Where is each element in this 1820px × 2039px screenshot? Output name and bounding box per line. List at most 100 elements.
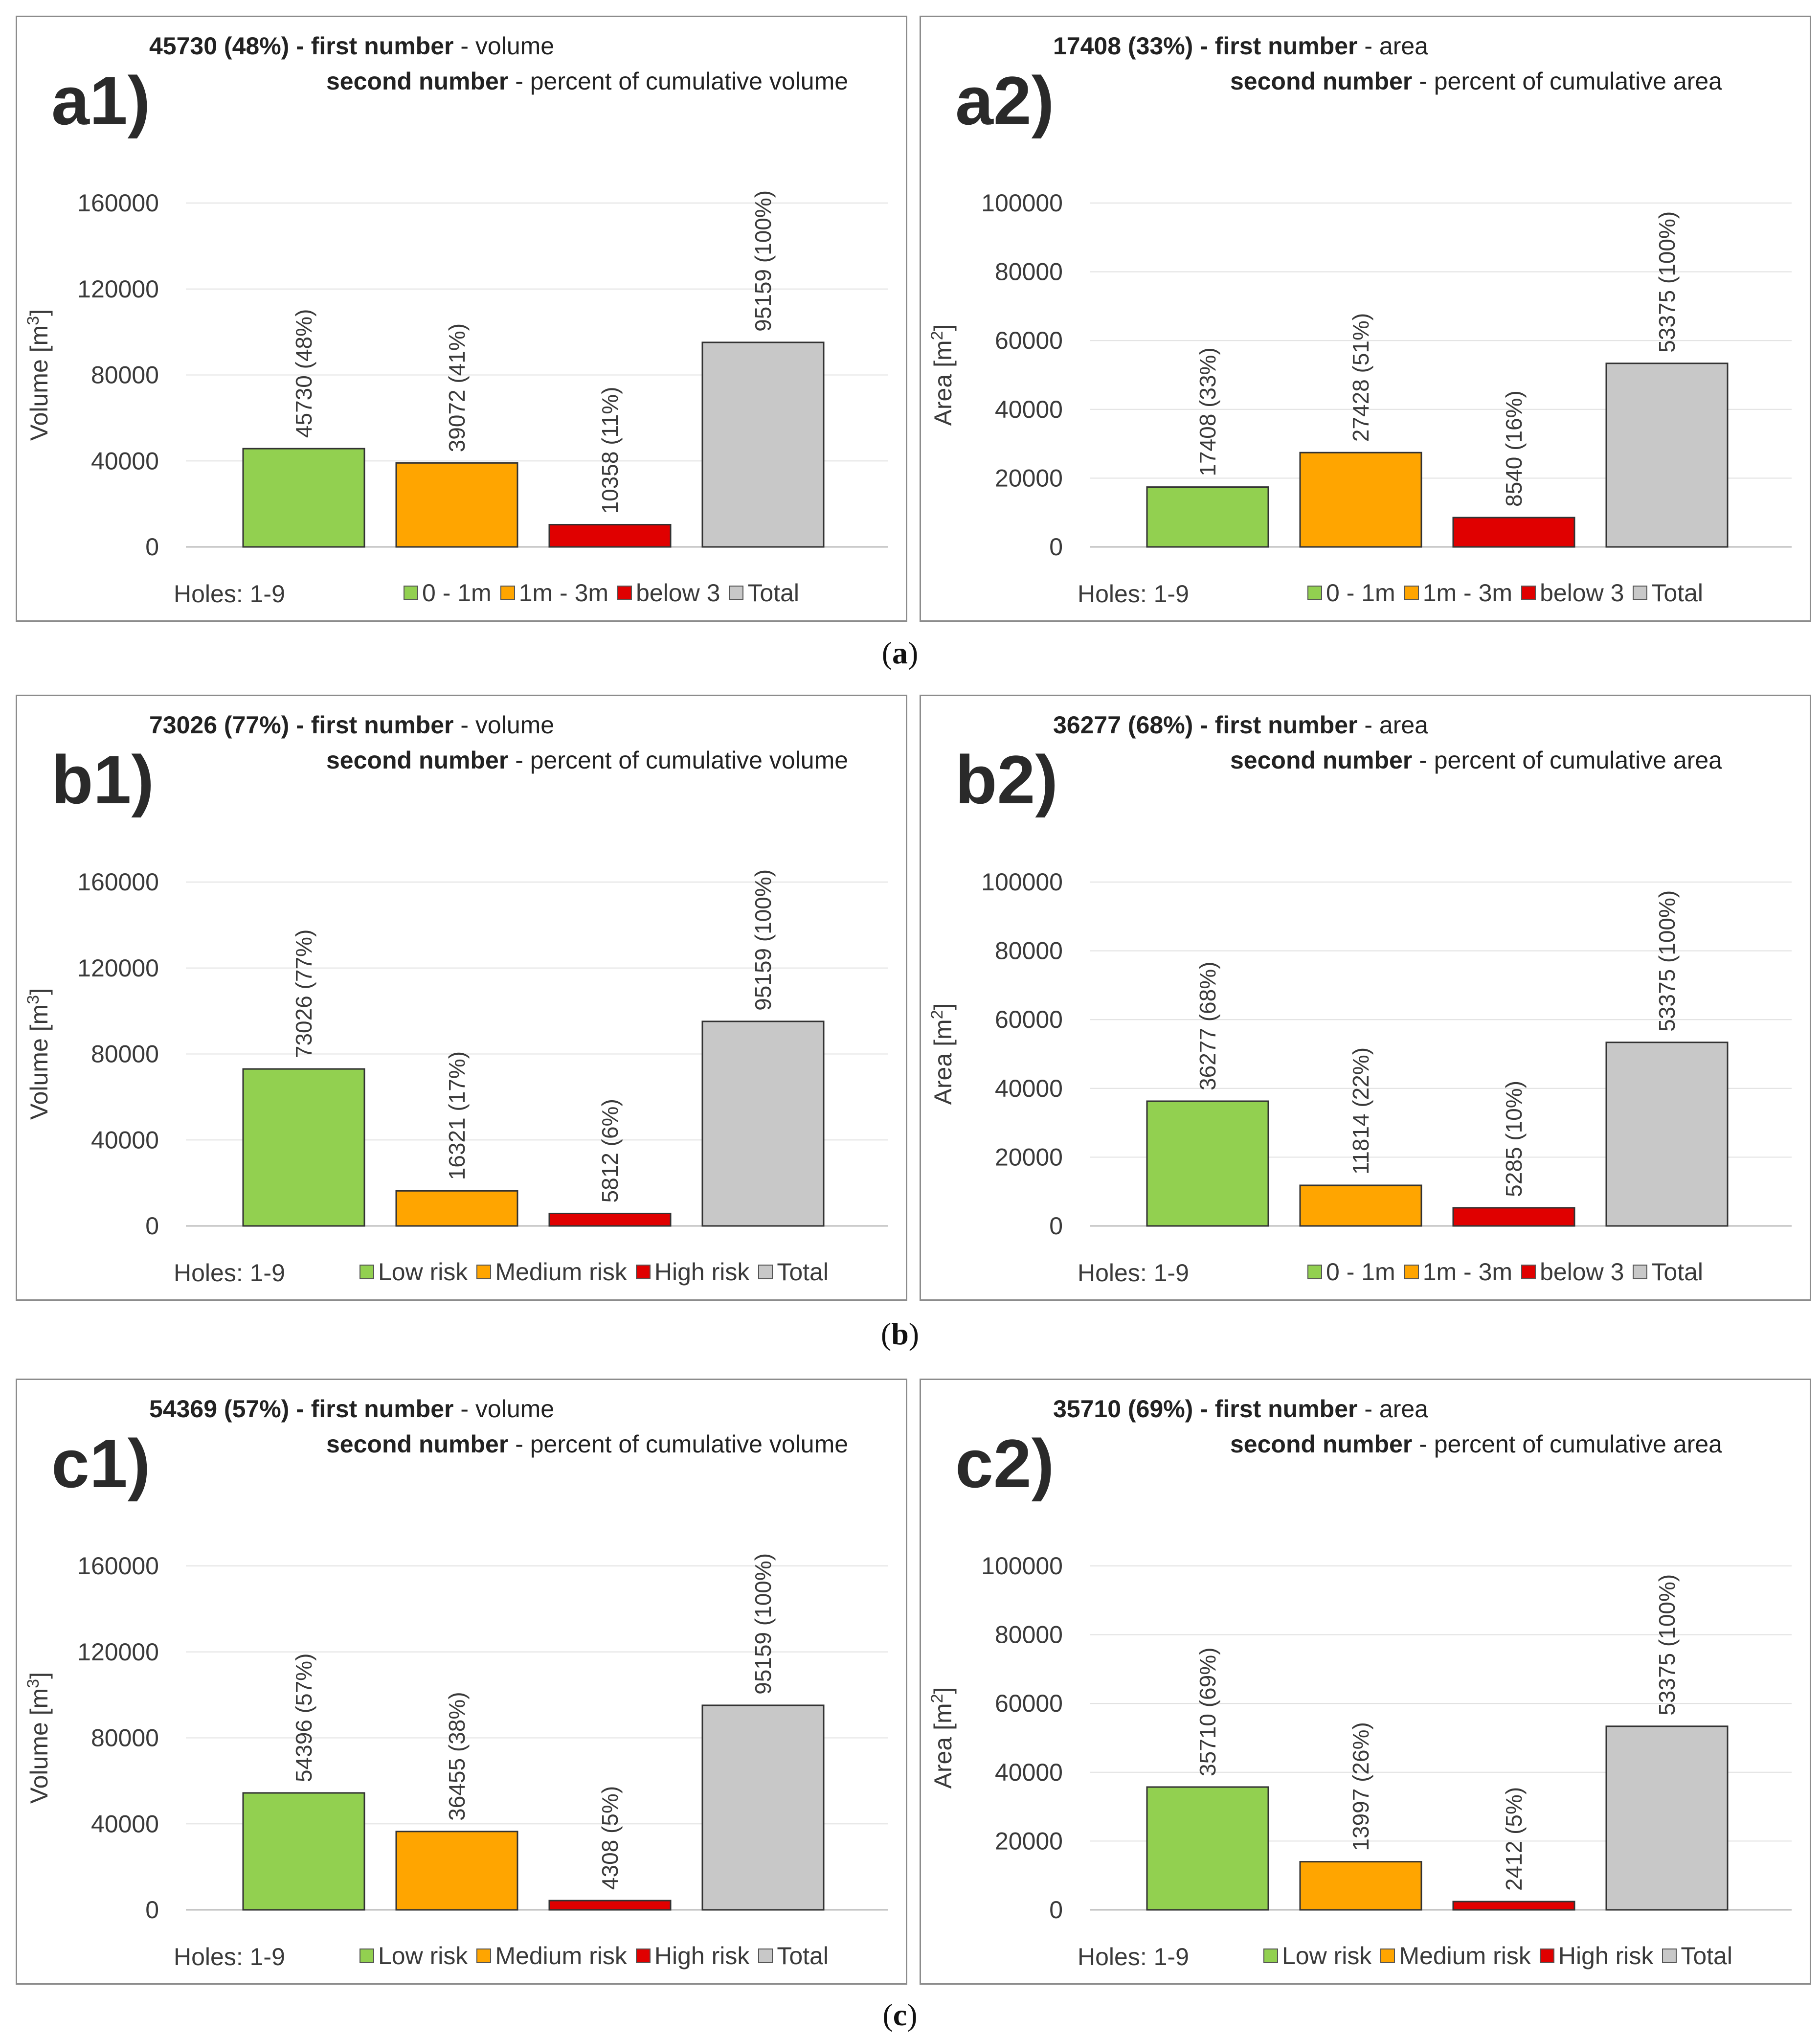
y-axis-label: Volume [m3]	[24, 988, 53, 1120]
annotation-first-key: first number	[311, 711, 454, 739]
annotation-second-desc: - percent of cumulative volume	[515, 68, 849, 95]
legend-item: below 3	[617, 579, 720, 607]
legend-item: Medium risk	[476, 1942, 627, 1970]
bar-data-label: 13997 (26%)	[1348, 1722, 1373, 1851]
legend-swatch	[1633, 1265, 1648, 1279]
y-tick-label: 20000	[995, 1143, 1063, 1171]
legend-item: Total	[729, 579, 799, 607]
annotation-first-key: first number	[311, 1395, 454, 1423]
y-tick-label: 0	[1049, 1212, 1063, 1240]
y-tick-label: 40000	[91, 1126, 159, 1154]
legend-item: Total	[1662, 1942, 1732, 1970]
bar-data-label: 8540 (16%)	[1501, 390, 1527, 507]
legend-item: Medium risk	[476, 1258, 627, 1286]
bar-1	[242, 1792, 365, 1911]
chart-panel-c2: 35710 (69%) - first number - area second …	[920, 1379, 1811, 1985]
annotation-first-desc: - area	[1364, 1395, 1428, 1423]
bar-2	[1299, 1184, 1422, 1227]
legend-item: Low risk	[360, 1258, 468, 1286]
y-tick-label: 60000	[995, 1006, 1063, 1033]
y-tick-label: 60000	[995, 1690, 1063, 1717]
legend-swatch	[729, 586, 744, 600]
annotation-example: 54369 (57%) -	[149, 1395, 304, 1423]
chart-panel-b2: 36277 (68%) - first number - area second …	[920, 695, 1811, 1301]
annotation-example: 35710 (69%) -	[1053, 1395, 1208, 1423]
y-tick-label: 40000	[995, 1075, 1063, 1102]
y-tick-label: 60000	[995, 327, 1063, 354]
bar-data-label: 95159 (100%)	[750, 1553, 776, 1695]
legend-label: Total	[1681, 1942, 1732, 1970]
chart-panel-a2: 17408 (33%) - first number - area second …	[920, 16, 1811, 622]
y-tick-label: 0	[145, 1896, 159, 1924]
y-tick-label: 120000	[77, 275, 159, 303]
caption-a: (a)	[881, 635, 919, 670]
bar-data-label: 27428 (51%)	[1348, 313, 1373, 442]
annotation-line-2: second number - percent of cumulative ar…	[1230, 67, 1722, 95]
annotation-second-desc: - percent of cumulative volume	[515, 1430, 849, 1458]
y-tick-label: 80000	[91, 362, 159, 389]
legend-item: 0 - 1m	[1307, 1258, 1395, 1286]
bar-data-label: 95159 (100%)	[750, 869, 776, 1011]
legend-label: High risk	[654, 1942, 750, 1970]
y-tick-label: 160000	[77, 1552, 159, 1580]
y-tick-label: 40000	[91, 1810, 159, 1837]
legend-swatch	[1263, 1948, 1278, 1963]
y-tick-label: 80000	[91, 1041, 159, 1068]
bar-2	[1299, 452, 1422, 548]
y-tick-label: 80000	[995, 258, 1063, 286]
legend-swatch	[476, 1948, 492, 1963]
legend-swatch	[1521, 586, 1536, 600]
caption-c: (c)	[882, 1997, 918, 2032]
bar-data-label: 73026 (77%)	[291, 929, 316, 1058]
bar-data-label: 4308 (5%)	[597, 1786, 623, 1890]
y-tick-label: 0	[145, 1212, 159, 1240]
y-tick-label: 20000	[995, 1827, 1063, 1855]
bar-data-label: 17408 (33%)	[1195, 347, 1220, 476]
legend-label: Total	[777, 1942, 829, 1970]
bar-data-label: 54396 (57%)	[291, 1654, 316, 1782]
bar-3	[548, 1212, 672, 1227]
legend: 0 - 1m 1m - 3m below 3 Total	[404, 579, 808, 607]
bar-data-label: 11814 (22%)	[1348, 1047, 1373, 1175]
legend-label: 0 - 1m	[422, 579, 492, 607]
holes-label: Holes: 1-9	[1078, 1943, 1189, 1971]
bar-3	[548, 523, 672, 548]
annotation-first-key: first number	[1214, 1395, 1358, 1423]
annotation-line-1: 17408 (33%) - first number - area	[1053, 32, 1428, 60]
legend-label: High risk	[1558, 1942, 1654, 1970]
legend-swatch	[360, 1948, 374, 1963]
annotation-first-desc: - volume	[460, 32, 555, 60]
annotation-line-1: 36277 (68%) - first number - area	[1053, 711, 1428, 739]
bar-2	[395, 1831, 518, 1911]
legend-label: 0 - 1m	[1326, 1258, 1395, 1286]
panel-label: c1)	[51, 1425, 151, 1502]
legend-swatch	[635, 1265, 651, 1279]
holes-label: Holes: 1-9	[174, 580, 285, 608]
annotation-second-desc: - percent of cumulative area	[1419, 747, 1722, 774]
bar-1	[1146, 1100, 1269, 1227]
annotation-first-desc: - area	[1364, 711, 1428, 739]
bar-1	[1146, 1786, 1269, 1911]
annotation-second-desc: - percent of cumulative area	[1419, 1430, 1722, 1458]
annotation-example: 17408 (33%) -	[1053, 32, 1208, 60]
bar-4	[701, 1704, 825, 1911]
legend-item: 1m - 3m	[1404, 579, 1512, 607]
annotation-line-2: second number - percent of cumulative ar…	[1230, 746, 1722, 774]
legend-label: Medium risk	[1399, 1942, 1531, 1970]
annotation-line-1: 54369 (57%) - first number - volume	[149, 1395, 554, 1423]
y-tick-label: 0	[145, 533, 159, 561]
bar-data-label: 53375 (100%)	[1654, 1574, 1680, 1716]
plot-area: 0 40000 80000 120000 160000 Volume [m3] 73026 …	[24, 868, 888, 1240]
y-tick-label: 80000	[995, 1621, 1063, 1649]
legend-item: Medium risk	[1380, 1942, 1531, 1970]
legend-swatch	[1404, 586, 1419, 600]
bar-3	[548, 1900, 672, 1911]
bar-2	[395, 462, 518, 548]
y-tick-label: 20000	[995, 464, 1063, 492]
legend-item: Total	[758, 1258, 829, 1286]
annotation-line-2: second number - percent of cumulative vo…	[326, 746, 848, 774]
legend-label: 1m - 3m	[1422, 1258, 1513, 1286]
panel-label: c2)	[955, 1425, 1055, 1502]
y-axis-label: Area [m2]	[928, 1003, 957, 1105]
legend-swatch	[635, 1948, 651, 1963]
